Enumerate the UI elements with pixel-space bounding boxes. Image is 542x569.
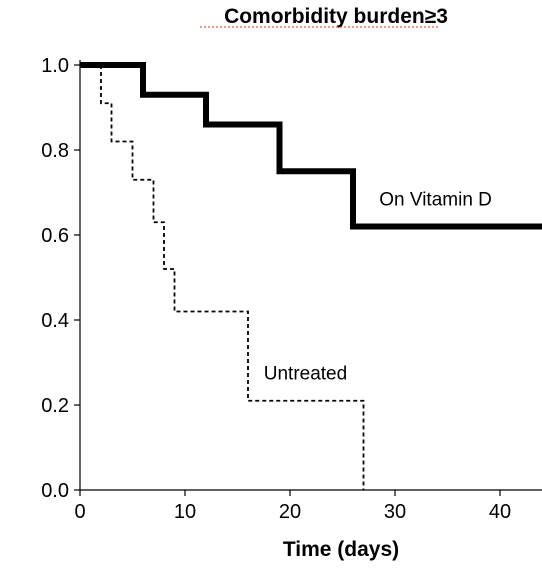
x-tick-label: 40: [489, 501, 511, 523]
series-annotation-label: On Vitamin D: [379, 189, 492, 210]
series-annotation-label: Untreated: [264, 364, 347, 385]
y-tick-label: 0.6: [41, 225, 69, 247]
y-tick-label: 0.4: [41, 310, 69, 332]
x-tick-label: 20: [279, 501, 301, 523]
series-line-untreated: [80, 64, 365, 490]
x-tick-label: 30: [384, 501, 406, 523]
axes: 0.0 0.2 0.4 0.6 0.8 1.0 0 10 20 30 40: [41, 55, 542, 523]
series-line-vitamin-d: [80, 62, 542, 230]
y-tick-label: 0.8: [41, 140, 69, 162]
x-tick-label: 10: [174, 501, 196, 523]
series-layer: [80, 62, 542, 490]
x-tick-label: 0: [74, 501, 85, 523]
y-tick-label: 0.2: [41, 395, 69, 417]
chart-title: Comorbidity burden≥3: [224, 5, 448, 28]
x-axis-label: Time (days): [283, 538, 399, 561]
annotation-layer: On Vitamin D Untreated: [264, 189, 492, 384]
y-tick-label: 0.0: [41, 480, 69, 502]
y-tick-label: 1.0: [41, 55, 69, 77]
